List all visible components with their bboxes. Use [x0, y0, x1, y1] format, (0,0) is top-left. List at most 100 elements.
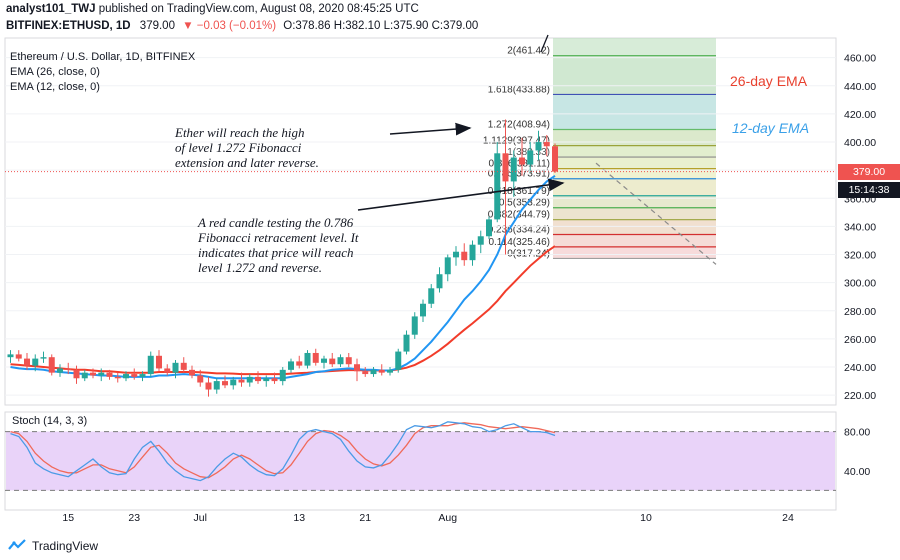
- candle-body: [321, 358, 327, 363]
- fib-level-label: 2(461.42): [507, 46, 550, 57]
- candle: [246, 374, 253, 387]
- candle-body: [345, 357, 352, 365]
- fib-level-label: 1.272(408.94): [488, 119, 550, 130]
- candle: [552, 143, 558, 173]
- ema26-legend[interactable]: EMA (26, close, 0): [10, 66, 100, 78]
- candle: [469, 240, 476, 266]
- fib-zone: [553, 234, 716, 247]
- candle: [387, 367, 393, 376]
- candle-body: [114, 376, 121, 379]
- grid: [5, 57, 836, 396]
- price-axis-label: 240.00: [844, 362, 876, 374]
- note1-line3: extension and later reverse.: [175, 155, 319, 170]
- candle-body: [271, 378, 278, 382]
- candle: [172, 360, 179, 379]
- stoch-pane-border: [4, 411, 837, 511]
- candle: [354, 358, 360, 382]
- price-axis-label: 260.00: [844, 334, 876, 346]
- ema12-line: [10, 174, 556, 380]
- candle-body: [131, 374, 138, 377]
- candle: [213, 378, 220, 394]
- candle-body: [411, 316, 418, 335]
- stoch-band: [6, 431, 835, 491]
- candle-body: [24, 358, 30, 366]
- candle-body: [57, 368, 63, 373]
- brand-name: TradingView: [32, 539, 99, 553]
- time-axis-label: 21: [359, 512, 371, 524]
- tradingview-icon: [8, 539, 26, 550]
- price-chart[interactable]: 2(461.42) 1.618(433.88) 1.272(408.94) 1.112…: [0, 0, 900, 532]
- candle: [362, 367, 369, 377]
- candle: [312, 348, 319, 366]
- candle-body: [296, 361, 303, 366]
- candle: [543, 135, 550, 157]
- candle: [329, 352, 336, 368]
- candle-body: [73, 369, 80, 379]
- fibonacci-extension[interactable]: 2(461.42) 1.618(433.88) 1.272(408.94) 1.112…: [483, 34, 717, 265]
- candle-body: [444, 257, 451, 275]
- fib-zone: [553, 178, 716, 196]
- author-name[interactable]: analyst101_TWJ: [6, 3, 96, 15]
- stoch-legend[interactable]: Stoch (14, 3, 3): [12, 415, 87, 427]
- candle-body: [32, 358, 39, 366]
- candle: [48, 354, 55, 376]
- candle: [222, 375, 228, 389]
- candle: [453, 246, 459, 266]
- fib-level-label: 0.5(353.29): [499, 198, 550, 209]
- candle-body: [420, 303, 426, 317]
- candle-body: [147, 355, 154, 375]
- fib-zone: [553, 168, 716, 179]
- candle: [461, 243, 468, 266]
- ema26-annotation: 26-day EMA: [730, 73, 808, 89]
- fib-level-label: 0.618(361.79): [488, 186, 550, 197]
- fib-zone: [553, 157, 716, 169]
- fib-level-label: 0(317.24): [507, 248, 550, 259]
- candle-body: [172, 362, 179, 373]
- candle: [32, 354, 39, 372]
- candle-body: [189, 369, 195, 376]
- candle: [73, 365, 80, 384]
- candle: [230, 376, 237, 390]
- stoch-d-line: [10, 422, 556, 479]
- candle-body: [263, 378, 270, 382]
- candle: [197, 369, 204, 387]
- candle-body: [238, 379, 245, 383]
- candle-body: [329, 358, 336, 365]
- main-pane-border: [4, 37, 837, 406]
- candle-body: [337, 357, 344, 365]
- candle: [271, 372, 278, 384]
- candle-body: [428, 288, 435, 304]
- price-axis-label: 280.00: [844, 306, 876, 318]
- candle: [403, 330, 410, 355]
- time-axis-label: 24: [782, 512, 794, 524]
- ema12-legend[interactable]: EMA (12, close, 0): [10, 81, 100, 93]
- note2-line2: Fibonacci retracement level. It: [197, 230, 359, 245]
- candle-body: [279, 369, 286, 382]
- fib-trend-line: [595, 162, 717, 265]
- candle-body: [543, 142, 550, 147]
- time-axis-label: 23: [128, 512, 140, 524]
- time-axis-label: 13: [293, 512, 305, 524]
- candle: [238, 372, 245, 387]
- ohlc-values: O:378.86 H:382.10 L:375.90 C:379.00: [283, 20, 479, 32]
- candle: [98, 368, 105, 382]
- candle-body: [164, 368, 171, 373]
- candle: [90, 368, 96, 379]
- candle: [147, 351, 154, 377]
- candle-body: [519, 157, 525, 165]
- candle: [296, 355, 303, 369]
- price-axis-label: 400.00: [844, 137, 876, 149]
- candle-body: [510, 157, 517, 182]
- time-axis-label: 15: [62, 512, 74, 524]
- annotations: [5, 122, 836, 211]
- candle: [106, 369, 113, 380]
- candle: [304, 350, 311, 369]
- tradingview-logo[interactable]: TradingView: [8, 539, 98, 553]
- candle-body: [477, 236, 484, 245]
- candle-body: [90, 372, 96, 376]
- fib-zone: [553, 129, 716, 146]
- candle: [411, 312, 418, 339]
- candle: [7, 350, 14, 363]
- candle-body: [180, 362, 187, 370]
- candle-body: [370, 369, 377, 375]
